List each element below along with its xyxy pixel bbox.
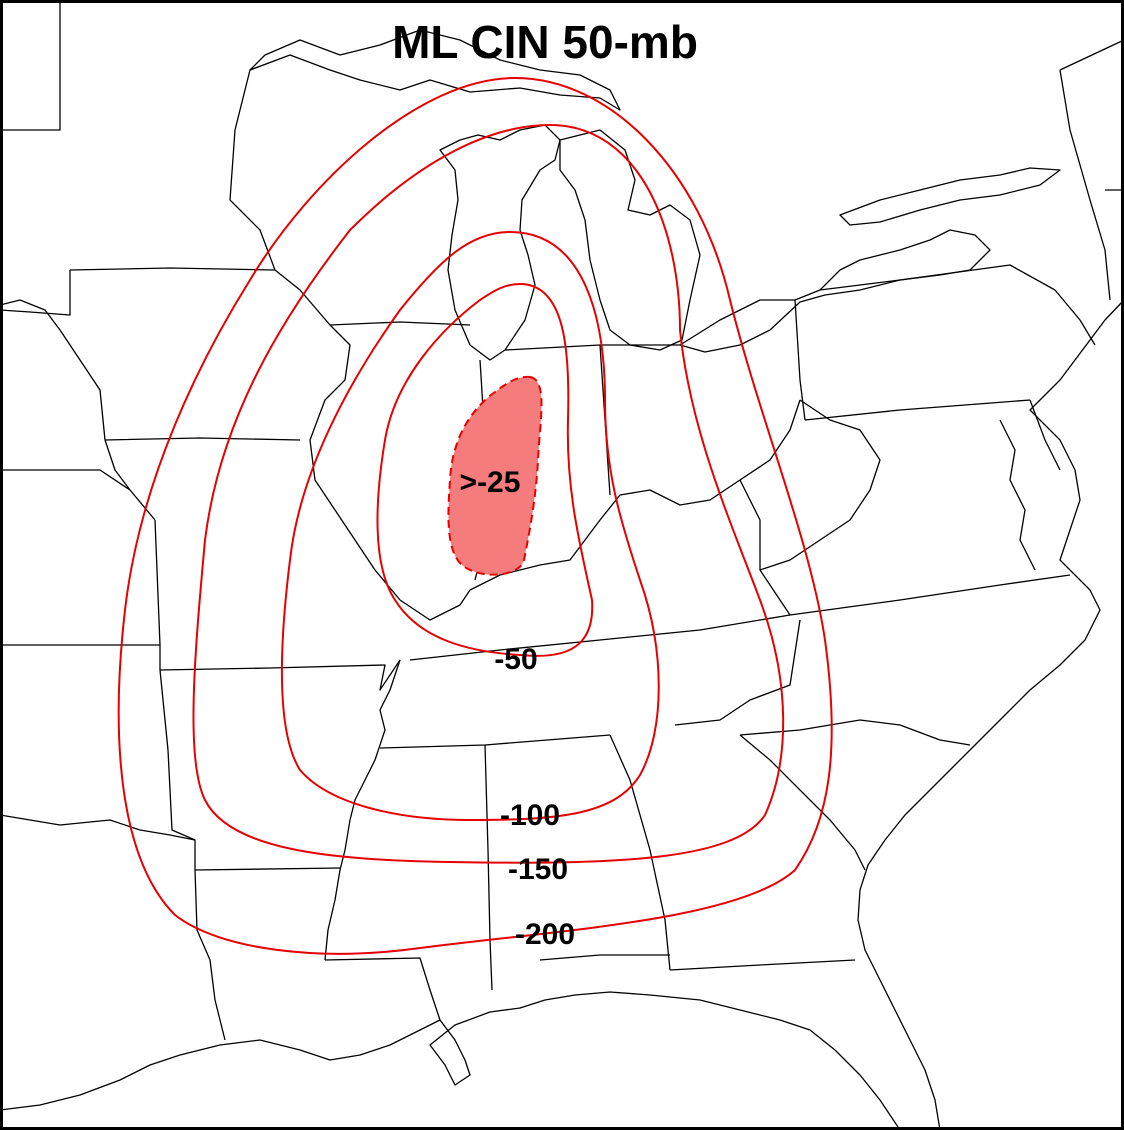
state-line-ga-fl xyxy=(669,959,856,971)
state-line-ky-va-wv xyxy=(739,479,791,616)
state-line-va-nc xyxy=(789,574,1071,616)
state-line-nd-sd xyxy=(0,0,61,131)
state-line-ny-vt xyxy=(1059,69,1111,301)
contour-minus-100 xyxy=(280,230,660,822)
state-line-ia-mo xyxy=(104,437,301,441)
gulf-coastline xyxy=(0,991,901,1130)
label-max-area: >-25 xyxy=(460,466,521,499)
state-line-pa-md xyxy=(804,399,1031,421)
mississippi-upper xyxy=(274,269,401,601)
state-line-mn-ia xyxy=(69,267,276,271)
cin-contours xyxy=(117,76,833,955)
map-title: ML CIN 50-mb xyxy=(392,16,698,68)
label-minus-200: -200 xyxy=(515,918,575,951)
atlantic-coastline xyxy=(857,299,1124,1130)
state-line-tn-ky xyxy=(409,614,791,661)
state-line-ms-tn xyxy=(379,734,611,749)
state-line-sd-ne xyxy=(0,270,71,316)
state-line-pa-oh xyxy=(794,299,806,421)
canada-border xyxy=(1059,39,1124,71)
max-cin-area xyxy=(447,375,543,576)
state-line-mo-ar xyxy=(159,659,401,691)
state-line-ar-ok xyxy=(159,669,196,870)
chesapeake-bay xyxy=(999,419,1036,571)
state-line-nc-sc xyxy=(739,719,971,746)
state-line-mo-west xyxy=(154,519,161,670)
state-line-la-ms xyxy=(324,957,441,1021)
label-minus-150: -150 xyxy=(508,853,568,886)
label-minus-50: -50 xyxy=(494,643,537,676)
state-line-ms-al xyxy=(484,744,493,991)
state-line-ok-tx-red-river xyxy=(0,814,196,841)
state-line-in-mi xyxy=(504,344,680,351)
state-line-wi-il xyxy=(329,321,471,326)
state-line-tx-la xyxy=(194,869,226,1041)
state-line-wv-va xyxy=(759,399,881,571)
lake-michigan-shoreline xyxy=(439,124,561,361)
state-line-pa-ny xyxy=(819,264,1056,291)
ia-ne-missouri-river xyxy=(104,439,131,491)
state-line-al-ga xyxy=(609,734,671,971)
label-minus-100: -100 xyxy=(500,799,560,832)
contour-minus-50 xyxy=(376,282,594,657)
lake-erie-shoreline xyxy=(679,229,991,353)
contour-minus-200 xyxy=(117,76,833,955)
contour-minus-150 xyxy=(192,123,785,864)
lake-huron-shoreline xyxy=(559,129,701,351)
mississippi-river xyxy=(324,659,401,961)
northwest-border xyxy=(0,299,106,441)
state-line-sc-ga xyxy=(739,734,866,871)
state-line-ne-ks xyxy=(0,469,156,521)
ohio-river xyxy=(399,399,801,621)
state-line-ar-la xyxy=(194,867,341,871)
lake-ontario-shoreline xyxy=(839,167,1061,226)
state-line-ny-nj xyxy=(1054,289,1096,346)
wi-mn-border xyxy=(229,69,276,271)
state-line-tn-nc xyxy=(674,619,801,726)
state-line-al-fl xyxy=(539,954,670,961)
lake-superior-shoreline xyxy=(249,29,621,111)
state-line-de-md xyxy=(1029,399,1061,471)
